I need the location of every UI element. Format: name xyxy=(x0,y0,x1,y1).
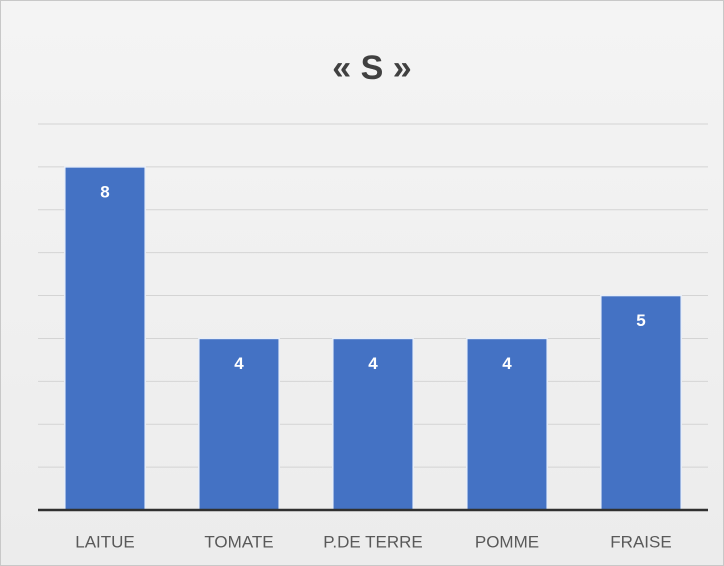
x-tick-label: TOMATE xyxy=(204,532,273,551)
x-tick-label: FRAISE xyxy=(610,532,671,551)
x-tick-label: LAITUE xyxy=(75,532,135,551)
bar xyxy=(600,294,682,511)
data-label: 4 xyxy=(234,354,244,373)
data-label: 4 xyxy=(368,354,378,373)
x-tick-label: POMME xyxy=(475,532,539,551)
bar xyxy=(466,337,548,511)
x-tick-label: P.DE TERRE xyxy=(323,532,423,551)
data-label: 8 xyxy=(100,182,109,201)
data-label: 4 xyxy=(502,354,512,373)
bar xyxy=(64,166,146,511)
bar xyxy=(198,337,280,511)
chart-title: « S » xyxy=(332,49,411,87)
data-label: 5 xyxy=(636,311,645,330)
